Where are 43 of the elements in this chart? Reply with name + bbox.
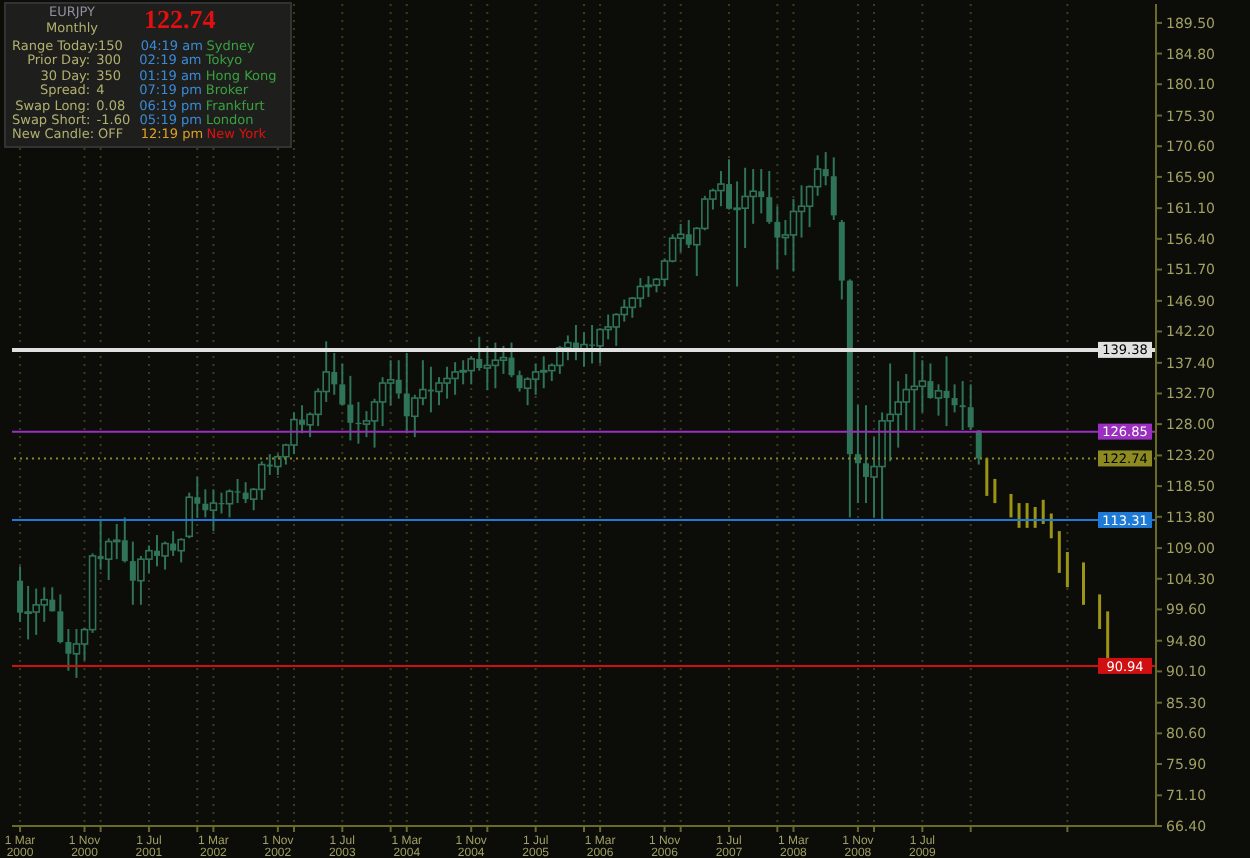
candlestick [934,383,943,417]
candlestick [644,275,653,298]
candlestick [395,359,402,400]
candlestick [17,565,24,623]
candlestick [72,627,81,679]
candlestick [927,362,934,400]
candlestick [57,593,64,645]
candlestick [209,488,218,533]
candlestick [766,170,773,225]
candlestick [121,516,128,564]
candlestick [967,383,974,431]
candlestick [483,344,492,392]
candlestick [234,477,241,505]
candlestick [177,537,185,564]
candlestick [347,374,354,442]
annotation: 122.74 [144,4,216,34]
candlestick [443,365,451,400]
candlestick [539,355,548,390]
candlestick [290,411,298,456]
candlestick [789,198,798,273]
candlestick [797,184,806,239]
candlestick [951,383,958,414]
candlestick [830,156,837,221]
candlestick [910,348,919,431]
candlestick [451,361,459,396]
candlestick [959,380,966,431]
candlestick [523,376,532,407]
candlestick [242,481,249,505]
candlestick [499,344,508,375]
candlestick [65,627,72,672]
candlestick [822,151,829,187]
candlestick [774,205,781,270]
candlestick [32,587,40,636]
candlestick [225,488,234,519]
candlestick [636,277,645,309]
candlestick [943,355,950,428]
candlestick [918,359,927,414]
candlestick [339,362,346,407]
candlestick [516,369,523,393]
candlestick [202,488,209,519]
candlestick [854,404,861,505]
candlestick [508,341,515,379]
candlestick [491,341,500,390]
